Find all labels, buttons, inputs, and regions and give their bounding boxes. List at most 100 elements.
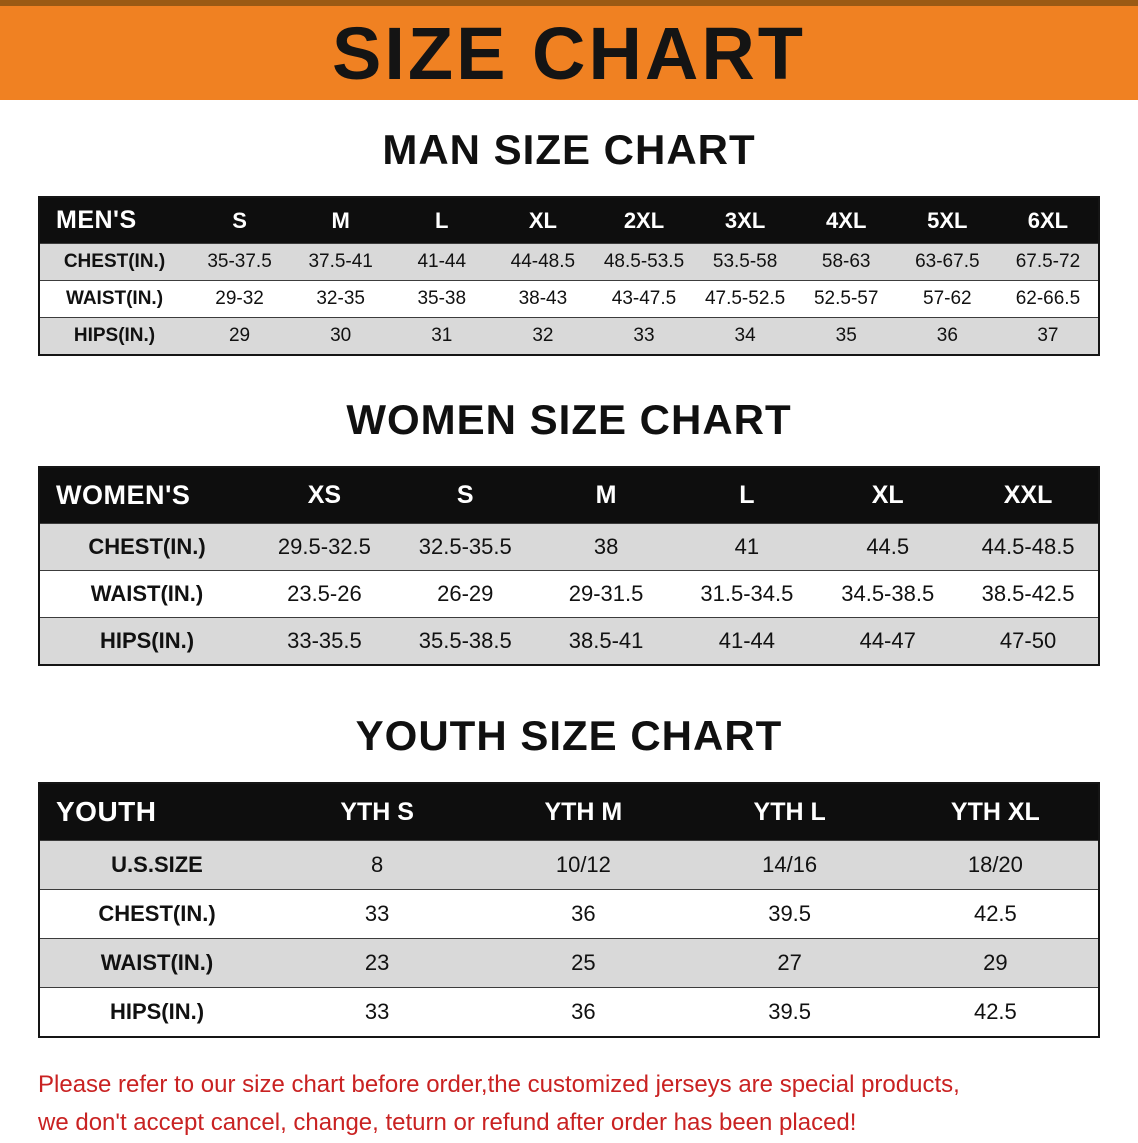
- row-label: WAIST(IN.): [65, 288, 164, 309]
- size-value-cell: 10/12: [555, 852, 611, 877]
- size-value-cell: 41-44: [417, 251, 467, 272]
- row-label: HIPS(IN.): [109, 999, 205, 1024]
- row-label: CHEST(IN.): [88, 534, 206, 559]
- size-value-cell: 34: [734, 325, 756, 346]
- women-size-section: WOMEN SIZE CHART WOMEN'S XS S M L XL XXL CHEST(…: [0, 396, 1138, 666]
- size-value-cell: 26-29: [437, 581, 494, 606]
- size-value-cell: 44-48.5: [510, 251, 576, 272]
- table-row: CHEST(IN.) 29.5-32.5 32.5-35.5 38 41 44.5 44.5…: [39, 523, 1099, 571]
- size-value-cell: 23: [364, 950, 390, 975]
- size-column-header: 6XL: [1027, 207, 1069, 233]
- size-column-header: XS: [307, 481, 342, 509]
- size-value-cell: 38-43: [518, 288, 568, 309]
- size-value-cell: 8: [371, 852, 384, 877]
- size-value-cell: 42.5: [973, 999, 1017, 1024]
- size-chart-banner: SIZE CHART: [0, 0, 1138, 100]
- size-value-cell: 35-38: [417, 288, 467, 309]
- table-header-row: WOMEN'S XS S M L XL XXL: [39, 467, 1099, 524]
- table-row: CHEST(IN.) 33 36 39.5 42.5: [39, 889, 1099, 939]
- size-value-cell: 30: [330, 325, 352, 346]
- women-size-table: WOMEN'S XS S M L XL XXL CHEST(IN.) 29.5-32.5 32.5…: [38, 466, 1100, 666]
- size-value-cell: 31: [431, 325, 453, 346]
- size-column-header: XL: [871, 481, 904, 509]
- size-column-header: M: [595, 481, 617, 509]
- size-value-cell: 47.5-52.5: [704, 288, 786, 309]
- size-value-cell: 31.5-34.5: [700, 581, 794, 606]
- table-row: WAIST(IN.) 29-32 32-35 35-38 38-43 43-47.5 47.…: [39, 280, 1099, 318]
- row-label: WAIST(IN.): [90, 581, 204, 606]
- size-value-cell: 14/16: [762, 852, 818, 877]
- size-value-cell: 29-32: [215, 288, 264, 309]
- men-size-table: MEN'S S M L XL 2XL 3XL 4XL 5XL 6XL CHEST(IN.) 35-37…: [38, 196, 1100, 356]
- size-column-header: M: [331, 207, 350, 233]
- size-column-header: 5XL: [927, 207, 968, 233]
- table-title-cell: YOUTH: [56, 796, 157, 827]
- table-row: HIPS(IN.) 29 30 31 32 33 34 35 36 37: [39, 317, 1099, 355]
- size-column-header: 2XL: [623, 207, 665, 233]
- size-value-cell: 47-50: [999, 628, 1057, 653]
- table-row: HIPS(IN.) 33 36 39.5 42.5: [39, 987, 1099, 1037]
- table-row: HIPS(IN.) 33-35.5 35.5-38.5 38.5-41 41-44 44-…: [39, 617, 1099, 665]
- size-value-cell: 35: [835, 325, 857, 346]
- size-column-header: 4XL: [826, 207, 867, 233]
- size-value-cell: 35-37.5: [207, 251, 272, 272]
- row-label: WAIST(IN.): [100, 950, 214, 975]
- size-value-cell: 53.5-58: [712, 251, 778, 272]
- size-value-cell: 23.5-26: [287, 581, 362, 606]
- size-value-cell: 32-35: [316, 288, 365, 309]
- men-size-section: MAN SIZE CHART MEN'S S M L XL 2XL 3XL 4XL 5XL 6XL…: [0, 126, 1138, 356]
- size-value-cell: 34.5-38.5: [841, 581, 935, 606]
- youth-section-heading: YOUTH SIZE CHART: [355, 712, 783, 759]
- size-value-cell: 39.5: [768, 999, 812, 1024]
- row-label: HIPS(IN.): [73, 325, 156, 346]
- size-value-cell: 35.5-38.5: [418, 628, 512, 653]
- size-value-cell: 38.5-42.5: [981, 581, 1075, 606]
- row-label: CHEST(IN.): [63, 251, 166, 272]
- size-column-header: L: [739, 481, 755, 509]
- size-column-header: YTH S: [340, 797, 414, 826]
- size-column-header: YTH L: [753, 797, 826, 826]
- size-value-cell: 52.5-57: [813, 288, 879, 309]
- women-section-heading: WOMEN SIZE CHART: [346, 396, 792, 443]
- table-row: WAIST(IN.) 23 25 27 29: [39, 938, 1099, 988]
- size-value-cell: 44.5-48.5: [981, 534, 1075, 559]
- size-value-cell: 67.5-72: [1015, 251, 1081, 272]
- size-value-cell: 29: [983, 950, 1008, 975]
- size-value-cell: 41-44: [718, 628, 776, 653]
- size-value-cell: 29-31.5: [568, 581, 644, 606]
- size-value-cell: 36: [571, 999, 596, 1024]
- table-title-cell: MEN'S: [56, 206, 137, 234]
- size-value-cell: 44.5: [866, 534, 910, 559]
- size-value-cell: 37.5-41: [308, 251, 373, 272]
- order-notice: Please refer to our size chart before or…: [38, 1066, 1100, 1143]
- size-column-header: XXL: [1003, 481, 1053, 509]
- size-value-cell: 32.5-35.5: [418, 534, 512, 559]
- size-value-cell: 62-66.5: [1015, 288, 1081, 309]
- table-header-row: MEN'S S M L XL 2XL 3XL 4XL 5XL 6XL: [39, 197, 1099, 244]
- men-section-heading: MAN SIZE CHART: [382, 126, 756, 173]
- youth-size-table: YOUTH YTH S YTH M YTH L YTH XL U.S.SIZE 8 10/12…: [38, 782, 1100, 1038]
- size-column-header: S: [456, 481, 474, 509]
- size-column-header: YTH XL: [950, 797, 1040, 826]
- size-column-header: L: [435, 207, 449, 233]
- table-row: U.S.SIZE 8 10/12 14/16 18/20: [39, 840, 1099, 890]
- size-value-cell: 36: [571, 901, 596, 926]
- size-value-cell: 32: [532, 325, 554, 346]
- row-label: U.S.SIZE: [111, 852, 203, 877]
- size-value-cell: 38.5-41: [568, 628, 644, 653]
- size-value-cell: 27: [777, 950, 802, 975]
- size-value-cell: 44-47: [859, 628, 916, 653]
- size-value-cell: 38: [593, 534, 619, 559]
- size-column-header: 3XL: [724, 207, 766, 233]
- size-value-cell: 39.5: [768, 901, 812, 926]
- size-value-cell: 33-35.5: [287, 628, 362, 653]
- size-value-cell: 25: [571, 950, 596, 975]
- size-value-cell: 33: [364, 901, 390, 926]
- size-value-cell: 37: [1037, 325, 1059, 346]
- size-value-cell: 29.5-32.5: [277, 534, 371, 559]
- table-row: WAIST(IN.) 23.5-26 26-29 29-31.5 31.5-34.5 34…: [39, 570, 1099, 618]
- size-value-cell: 33: [364, 999, 390, 1024]
- size-value-cell: 36: [936, 325, 958, 346]
- size-value-cell: 63-67.5: [915, 251, 980, 272]
- size-value-cell: 42.5: [973, 901, 1017, 926]
